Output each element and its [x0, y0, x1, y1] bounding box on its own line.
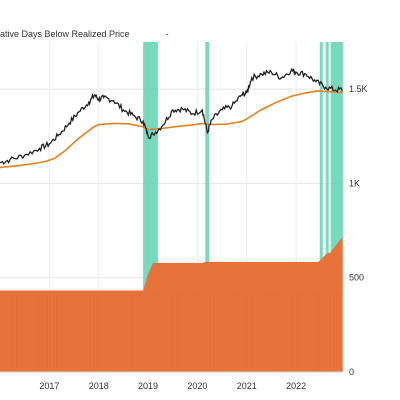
x-tick-label: 2017	[39, 381, 59, 391]
y-tick-label: 0	[349, 367, 354, 377]
x-tick-label: 2020	[187, 381, 207, 391]
below-realized-band	[319, 42, 323, 372]
y-tick-label: 1K	[349, 178, 360, 188]
cumulative-days-area	[0, 236, 343, 372]
y-tick-label: 500	[349, 273, 364, 283]
realized-price-line	[0, 90, 344, 169]
chart-legend: ative Days Below Realized Price -	[0, 26, 169, 42]
legend-series-label: ative Days Below Realized Price	[0, 29, 130, 39]
x-tick-label: 2021	[237, 381, 257, 391]
x-tick-label: 2018	[89, 381, 109, 391]
y-tick-label: 1.5K	[349, 84, 368, 94]
price-line	[0, 67, 344, 165]
x-tick-label: 2022	[286, 381, 306, 391]
legend-dash: -	[165, 29, 169, 39]
below-realized-band	[205, 42, 210, 372]
below-realized-band	[325, 42, 329, 372]
x-tick-label: 2019	[138, 381, 158, 391]
